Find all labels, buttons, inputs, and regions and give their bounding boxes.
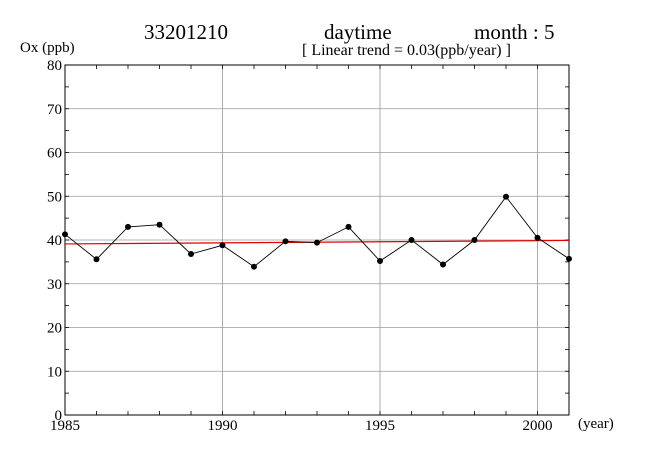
trend-label: [ Linear trend = 0.03(ppb/year) ] xyxy=(302,42,511,59)
x-tick-label: 2000 xyxy=(523,418,553,434)
period-label: daytime xyxy=(324,20,392,44)
data-point xyxy=(471,237,478,243)
y-tick-label: 70 xyxy=(47,102,62,118)
series-line xyxy=(64,195,570,268)
data-point xyxy=(314,239,320,246)
y-tick-label: 10 xyxy=(47,364,62,380)
data-point xyxy=(93,256,100,263)
data-point xyxy=(534,234,541,241)
y-tick-label: 50 xyxy=(47,189,62,205)
data-point xyxy=(156,221,163,228)
x-tick-label: 1985 xyxy=(50,418,80,434)
y-tick-label: 80 xyxy=(47,58,62,74)
data-series xyxy=(62,193,572,270)
y-tick-label: 30 xyxy=(47,277,62,293)
y-tick-label: 60 xyxy=(47,146,62,162)
data-point xyxy=(566,255,572,262)
data-point xyxy=(377,258,383,264)
x-tick-label: 1995 xyxy=(365,418,395,434)
x-tick-label: 1990 xyxy=(208,418,238,434)
station-id: 33201210 xyxy=(144,20,228,44)
data-point xyxy=(408,237,415,243)
x-axis-label: (year) xyxy=(578,416,614,432)
data-point xyxy=(188,251,194,257)
axis-ticks: 0 10 20 30 40 50 60 70 80 1985 1990 1995 2000 xyxy=(47,58,570,434)
data-point xyxy=(62,231,68,238)
data-point xyxy=(251,263,257,270)
data-point xyxy=(503,193,509,200)
data-point xyxy=(219,242,226,249)
y-axis-label: Ox (ppb) xyxy=(20,40,75,56)
data-point xyxy=(282,238,289,245)
data-point xyxy=(125,223,131,230)
y-tick-label: 0 xyxy=(55,408,63,424)
y-tick-label: 20 xyxy=(47,321,62,337)
data-point xyxy=(345,223,352,230)
data-point xyxy=(440,261,446,268)
y-tick-label: 40 xyxy=(47,233,62,249)
month-label: month : 5 xyxy=(474,20,555,44)
